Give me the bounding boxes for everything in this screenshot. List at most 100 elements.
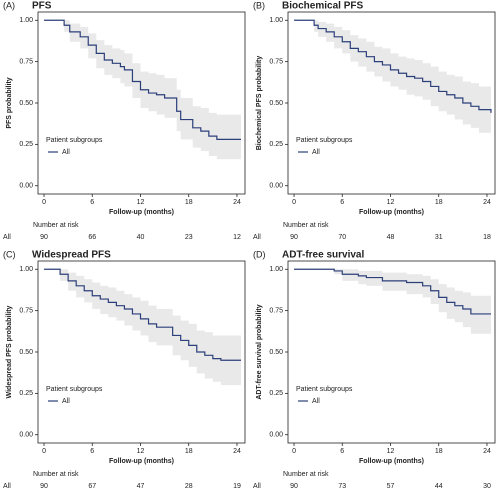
y-axis-label: ADT-free survival probability <box>256 304 263 399</box>
x-tick-label: 6 <box>340 199 344 206</box>
y-axis-label: PFS probability <box>6 77 13 128</box>
x-axis-label: Follow-up (months) <box>359 209 424 216</box>
x-tick-label: 18 <box>435 448 443 455</box>
y-tick-label: 0.25 <box>19 141 33 148</box>
x-tick-label: 6 <box>340 448 344 455</box>
risk-table-title: Number at risk <box>33 471 79 478</box>
y-tick-label: 0.25 <box>269 390 283 397</box>
risk-count: 12 <box>233 234 241 241</box>
x-axis-label: Follow-up (months) <box>109 458 174 465</box>
y-tick-label: 1.00 <box>269 266 283 273</box>
survival-curve <box>44 19 241 140</box>
y-tick-label: 0.00 <box>269 432 283 439</box>
y-tick-label: 0.50 <box>269 100 283 107</box>
x-tick-label: 12 <box>387 448 395 455</box>
y-tick-label: 0.00 <box>269 183 283 190</box>
y-axis-label: Biochemical PFS probability <box>256 56 263 151</box>
x-tick-label: 0 <box>42 199 46 206</box>
y-tick-label: 0.50 <box>19 100 33 107</box>
risk-count: 48 <box>387 234 395 241</box>
x-tick-label: 24 <box>233 448 241 455</box>
x-tick-label: 24 <box>483 199 491 206</box>
y-tick-label: 0.75 <box>269 58 283 65</box>
x-tick-label: 12 <box>137 448 145 455</box>
x-axis-label: Follow-up (months) <box>109 209 174 216</box>
legend-label: All <box>312 398 320 405</box>
y-tick-label: 0.00 <box>19 432 33 439</box>
risk-count: 47 <box>137 483 145 490</box>
x-tick-label: 18 <box>435 199 443 206</box>
risk-row-label: All <box>253 483 261 490</box>
legend-title: Patient subgroups <box>296 137 353 144</box>
risk-count: 18 <box>483 234 491 241</box>
y-tick-label: 0.50 <box>19 349 33 356</box>
risk-count: 90 <box>40 234 48 241</box>
risk-row-label: All <box>253 234 261 241</box>
risk-count: 40 <box>137 234 145 241</box>
risk-table-title: Number at risk <box>283 222 329 229</box>
panel-label: (B) <box>253 0 265 10</box>
x-tick-label: 6 <box>90 199 94 206</box>
y-tick-label: 0.50 <box>269 349 283 356</box>
x-tick-label: 24 <box>233 199 241 206</box>
risk-count: 66 <box>88 234 96 241</box>
confidence-band <box>294 269 491 334</box>
confidence-band <box>44 269 241 386</box>
y-tick-label: 0.00 <box>19 183 33 190</box>
risk-row-label: All <box>3 234 11 241</box>
panel: (C) Widespread PFS Patient subgroups All 0.0… <box>3 249 246 490</box>
x-tick-label: 0 <box>42 448 46 455</box>
y-axis-label: Widespread PFS probability <box>6 305 13 398</box>
y-tick-label: 0.75 <box>19 58 33 65</box>
chart-title: Biochemical PFS <box>282 1 363 12</box>
x-tick-label: 12 <box>387 199 395 206</box>
risk-count: 90 <box>290 483 298 490</box>
chart-title: ADT-free survival <box>282 250 364 261</box>
legend-label: All <box>312 149 320 156</box>
survival-curve <box>294 19 492 113</box>
panel-label: (A) <box>3 0 15 10</box>
legend-title: Patient subgroups <box>46 386 103 393</box>
y-tick-label: 0.25 <box>269 141 283 148</box>
x-tick-label: 12 <box>137 199 145 206</box>
legend-title: Patient subgroups <box>46 137 103 144</box>
survival-curve <box>44 268 241 361</box>
risk-count: 90 <box>40 483 48 490</box>
panel: (A) PFS Patient subgroups All 0.00 0.25 0.50 0.… <box>3 0 246 241</box>
risk-count: 57 <box>387 483 395 490</box>
risk-count: 23 <box>185 234 193 241</box>
y-tick-label: 0.75 <box>19 307 33 314</box>
x-tick-label: 24 <box>483 448 491 455</box>
risk-row-label: All <box>3 483 11 490</box>
risk-count: 67 <box>88 483 96 490</box>
panel-label: (C) <box>3 249 16 259</box>
survival-curve <box>294 268 491 315</box>
legend-label: All <box>62 398 70 405</box>
panel: (B) Biochemical PFS Patient subgroups All 0.… <box>253 0 496 241</box>
y-tick-label: 1.00 <box>269 17 283 24</box>
panel: (D) ADT-free survival Patient subgroups All… <box>253 249 496 490</box>
x-tick-label: 18 <box>185 199 193 206</box>
legend-label: All <box>62 149 70 156</box>
y-tick-label: 1.00 <box>19 266 33 273</box>
chart-title: Widespread PFS <box>32 250 111 261</box>
risk-count: 70 <box>338 234 346 241</box>
x-axis-label: Follow-up (months) <box>359 458 424 465</box>
risk-count: 30 <box>483 483 491 490</box>
risk-table-title: Number at risk <box>33 222 79 229</box>
x-tick-label: 6 <box>90 448 94 455</box>
x-tick-label: 0 <box>292 199 296 206</box>
x-tick-label: 18 <box>185 448 193 455</box>
risk-count: 73 <box>338 483 346 490</box>
risk-count: 19 <box>233 483 241 490</box>
confidence-band <box>294 20 491 137</box>
chart-title: PFS <box>32 1 52 12</box>
x-tick-label: 0 <box>292 448 296 455</box>
risk-table-title: Number at risk <box>283 471 329 478</box>
risk-count: 31 <box>435 234 443 241</box>
y-tick-label: 0.25 <box>19 390 33 397</box>
y-tick-label: 1.00 <box>19 17 33 24</box>
y-tick-label: 0.75 <box>269 307 283 314</box>
